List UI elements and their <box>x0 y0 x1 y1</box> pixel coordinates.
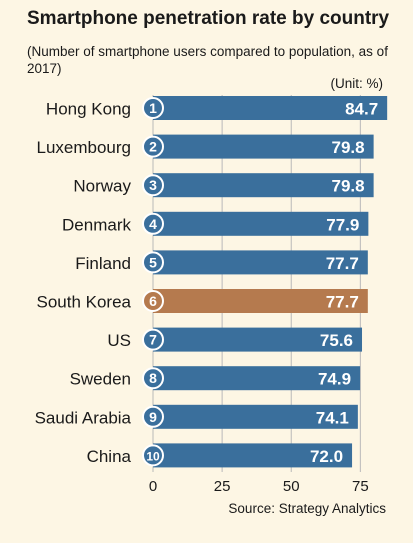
value-label: 79.8 <box>332 138 365 157</box>
value-label: 75.6 <box>320 331 353 350</box>
bar <box>153 96 388 120</box>
bar <box>153 366 361 391</box>
category-label: Denmark <box>62 215 131 234</box>
value-label: 74.1 <box>316 408 349 427</box>
rank-badge <box>142 328 164 351</box>
x-tick-label: 0 <box>149 478 157 495</box>
rank-number: 2 <box>149 139 157 155</box>
rank-badge <box>142 97 164 119</box>
rank-badge <box>142 135 164 158</box>
rank-badge <box>142 405 164 428</box>
rank-number: 5 <box>149 254 157 270</box>
bar <box>153 250 368 275</box>
chart-title: Smartphone penetration rate by country <box>27 8 390 29</box>
value-label: 74.9 <box>318 370 351 389</box>
category-label: Norway <box>73 177 131 196</box>
rank-number: 7 <box>149 332 157 348</box>
bar <box>153 404 358 429</box>
rank-number: 10 <box>146 449 160 463</box>
bar <box>153 134 374 159</box>
category-label: Finland <box>75 254 131 273</box>
x-tick-label: 75 <box>352 478 369 495</box>
rank-number: 8 <box>149 370 157 386</box>
value-label: 84.7 <box>345 100 378 119</box>
rank-number: 1 <box>149 100 157 116</box>
category-label: South Korea <box>36 293 131 312</box>
category-label: US <box>107 331 131 350</box>
rank-badge <box>142 212 164 235</box>
unit-label: (Unit: %) <box>330 76 383 91</box>
rank-number: 6 <box>149 293 157 309</box>
bar <box>153 211 369 236</box>
value-label: 77.9 <box>326 215 359 234</box>
rank-badge <box>142 367 164 390</box>
rank-number: 3 <box>149 177 157 193</box>
x-tick-label: 50 <box>283 478 300 495</box>
rank-badge <box>142 251 164 274</box>
bar <box>153 327 363 352</box>
chart-subtitle: (Number of smartphone users compared to … <box>27 44 388 76</box>
value-label: 77.7 <box>326 293 359 312</box>
rank-number: 9 <box>149 409 157 425</box>
rank-badge <box>142 290 164 312</box>
value-label: 79.8 <box>332 177 365 196</box>
x-tick-label: 25 <box>214 478 231 495</box>
category-label: Saudi Arabia <box>35 408 132 427</box>
bar <box>153 289 368 313</box>
rank-badge <box>142 174 164 197</box>
rank-badge <box>142 444 164 467</box>
value-label: 72.0 <box>310 447 343 466</box>
source-note: Source: Strategy Analytics <box>228 501 386 516</box>
category-label: Hong Kong <box>46 100 131 119</box>
category-label: Sweden <box>70 370 131 389</box>
category-label: Luxembourg <box>36 138 131 157</box>
rank-number: 4 <box>149 216 157 232</box>
bar <box>153 443 353 468</box>
category-label: China <box>87 447 132 466</box>
bar <box>153 173 374 198</box>
value-label: 77.7 <box>326 254 359 273</box>
